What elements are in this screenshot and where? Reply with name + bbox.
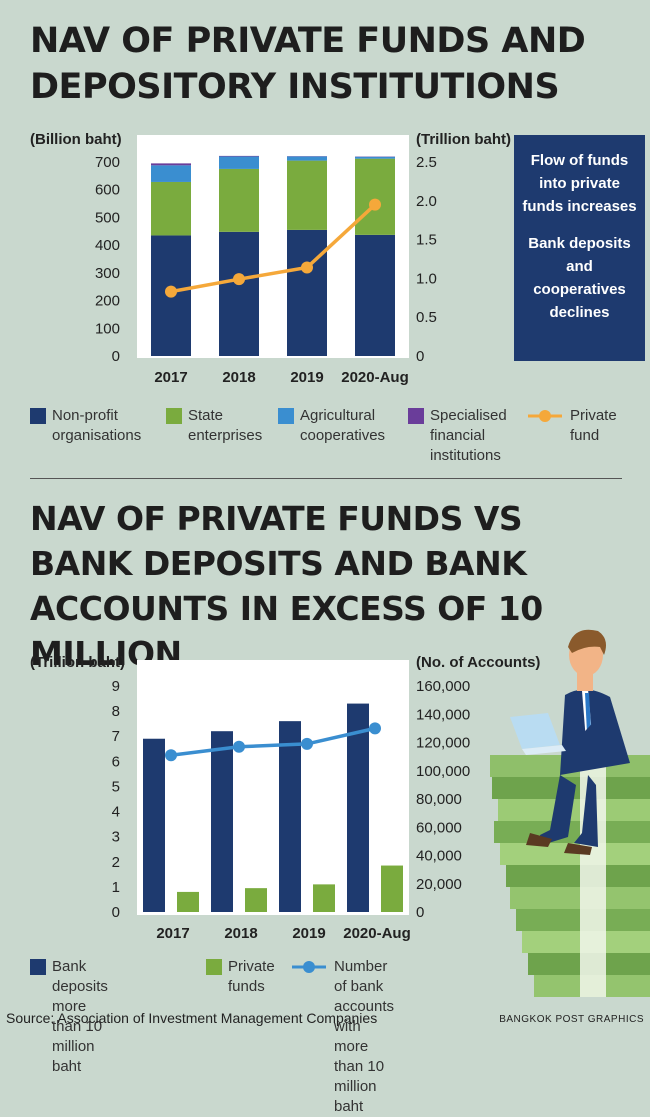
chart2-y-tick-9: 9: [112, 678, 120, 695]
chart2-y2-tick-80-000: 80,000: [416, 791, 462, 808]
chart2-y2-tick-100-000: 100,000: [416, 763, 470, 780]
chart1-bar-specialised-financial-institutions-2018: [219, 156, 259, 157]
chart1-bar-agricultural-cooperatives-2020-aug: [355, 157, 395, 159]
info-text-2: Bank deposits and cooperatives declines: [514, 232, 645, 324]
chart2-y-tick-6: 6: [112, 753, 120, 770]
chart1-x-tick-2017: 2017: [154, 369, 187, 386]
chart2-x-tick-2020-aug: 2020-Aug: [343, 925, 411, 942]
chart2-y-tick-0: 0: [112, 904, 120, 921]
chart2-legend: Bank deposits more than 10 million baht …: [30, 957, 550, 999]
chart2-svg: 0 1 2 3 4 5 6 7 8 9 0 20,000 40,000 60,000 80,000 100,0…: [0, 640, 480, 950]
legend-line-marker-bank-accounts: [292, 959, 328, 975]
chart1-y-tick-100: 100: [95, 320, 120, 337]
chart2-y2-tick-0: 0: [416, 904, 424, 921]
chart2-x-tick-2017: 2017: [156, 925, 189, 942]
legend-label-state: State enterprises: [188, 406, 262, 446]
chart1-x-tick-2019: 2019: [290, 369, 323, 386]
chart1-bar-state-enterprises-2020-aug: [355, 159, 395, 235]
chart2-y2-tick-60-000: 60,000: [416, 819, 462, 836]
legend-line-marker-private-fund: [528, 408, 564, 424]
chart1-bar-agricultural-cooperatives-2018: [219, 156, 259, 168]
chart1-bar-state-enterprises-2018: [219, 169, 259, 232]
legend-label-agricultural: Agricultural cooperatives: [300, 406, 385, 446]
chart1-y2-tick-1-5: 1.5: [416, 232, 437, 249]
chart2-y-tick-3: 3: [112, 829, 120, 846]
chart1-y-tick-700: 700: [95, 154, 120, 171]
chart2-point-bank-accounts-2018: [233, 741, 245, 753]
legend-swatch-specialised: [408, 408, 424, 424]
chart2-y2-tick-140-000: 140,000: [416, 706, 470, 723]
legend-swatch-agricultural: [278, 408, 294, 424]
chart1-y-tick-0: 0: [112, 348, 120, 365]
chart1-bar-state-enterprises-2019: [287, 161, 327, 230]
chart1-y2-tick-0-5: 0.5: [416, 309, 437, 326]
chart1-y2-tick-2-5: 2.5: [416, 154, 437, 171]
legend-swatch-bank-deposits: [30, 959, 46, 975]
chart1-point-private-fund-2020-aug: [369, 199, 381, 211]
chart1-y-tick-300: 300: [95, 265, 120, 282]
chart1-x-tick-2020-aug: 2020-Aug: [341, 369, 409, 386]
chart2-bar-private-funds-2020-aug: [381, 866, 403, 912]
chart2-line-bank-accounts: [171, 728, 375, 755]
chart1-legend: Non-profit organisations State enterpris…: [30, 406, 630, 466]
graphics-credit: BANGKOK POST GRAPHICS: [499, 1014, 644, 1025]
businessman-on-money-illustration: [470, 625, 650, 1010]
chart1-point-private-fund-2019: [301, 262, 313, 274]
chart1-bar-state-enterprises-2017: [151, 182, 191, 235]
chart1-y-tick-600: 600: [95, 182, 120, 199]
chart2-y2-tick-20-000: 20,000: [416, 876, 462, 893]
legend-label-specialised: Specialised financial institutions: [430, 406, 507, 466]
chart2-y-tick-5: 5: [112, 778, 120, 795]
chart1-bar-agricultural-cooperatives-2019: [287, 156, 327, 160]
info-box: Flow of funds into private funds increas…: [514, 135, 645, 361]
chart1-y2-tick-1-0: 1.0: [416, 270, 437, 287]
legend-swatch-private-funds: [206, 959, 222, 975]
legend-swatch-non-profit: [30, 408, 46, 424]
chart2-bar-private-funds-2019: [313, 884, 335, 912]
source-note: Source: Association of Investment Manage…: [6, 1010, 377, 1026]
legend-label-bank-accounts: Number of bank accounts with more than 1…: [334, 957, 394, 1117]
chart1-bar-specialised-financial-institutions-2017: [151, 163, 191, 165]
chart2-point-bank-accounts-2020-aug: [369, 722, 381, 734]
chart2-bar-private-funds-2017: [177, 892, 199, 912]
legend-label-private-fund: Private fund: [570, 406, 617, 446]
chart1-point-private-fund-2017: [165, 286, 177, 298]
legend-swatch-state: [166, 408, 182, 424]
chart1-y2-tick-0: 0: [416, 348, 424, 365]
chart2-bar-bank-deposits-more-than-10-million-baht-2017: [143, 739, 165, 912]
chart2-x-tick-2019: 2019: [292, 925, 325, 942]
chart2-point-bank-accounts-2017: [165, 749, 177, 761]
chart1-y-tick-200: 200: [95, 293, 120, 310]
chart1-y-tick-500: 500: [95, 209, 120, 226]
chart2-y-tick-4: 4: [112, 804, 120, 821]
chart2-y-tick-2: 2: [112, 854, 120, 871]
chart2-bar-bank-deposits-more-than-10-million-baht-2019: [279, 721, 301, 912]
chart2-x-tick-2018: 2018: [224, 925, 257, 942]
chart1-point-private-fund-2018: [233, 273, 245, 285]
chart1-bar-non-profit-organisations-2019: [287, 230, 327, 356]
chart1-bar-agricultural-cooperatives-2017: [151, 165, 191, 182]
legend-label-private-funds: Private funds: [228, 957, 275, 997]
chart1-y-tick-400: 400: [95, 237, 120, 254]
legend-label-non-profit: Non-profit organisations: [52, 406, 141, 446]
chart2-y-tick-8: 8: [112, 703, 120, 720]
chart2-y2-tick-160-000: 160,000: [416, 678, 470, 695]
section-divider: [30, 478, 622, 479]
chart1-y2-tick-2-0: 2.0: [416, 193, 437, 210]
chart2-bar-private-funds-2018: [245, 888, 267, 912]
chart2-y-tick-1: 1: [112, 879, 120, 896]
chart1-bar-non-profit-organisations-2018: [219, 232, 259, 356]
chart2-y-tick-7: 7: [112, 728, 120, 745]
info-text-1: Flow of funds into private funds increas…: [514, 149, 645, 218]
chart1-bar-non-profit-organisations-2020-aug: [355, 235, 395, 356]
chart2-point-bank-accounts-2019: [301, 738, 313, 750]
chart2-y2-tick-40-000: 40,000: [416, 848, 462, 865]
chart2-y2-tick-120-000: 120,000: [416, 735, 470, 752]
chart2-bar-bank-deposits-more-than-10-million-baht-2018: [211, 731, 233, 912]
chart1-line-private-fund: [171, 205, 375, 292]
chart1-x-tick-2018: 2018: [222, 369, 255, 386]
